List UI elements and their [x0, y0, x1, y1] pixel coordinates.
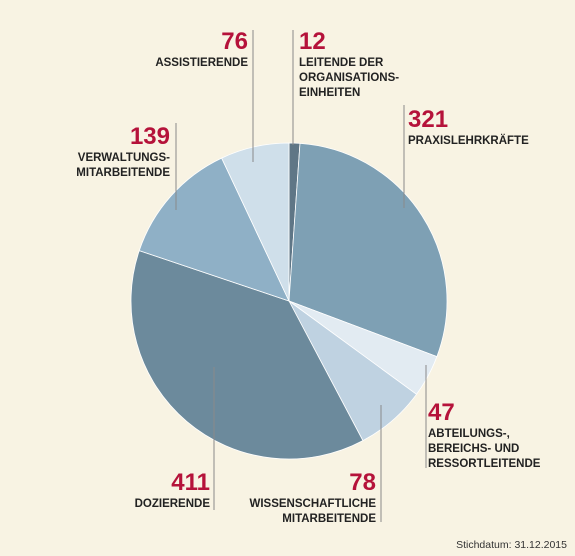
slice-label-2-line-1: BEREICHS- UND [428, 443, 519, 455]
slice-label-4-line-0: DOZIERENDE [135, 498, 211, 510]
reference-date-note: Stichdatum: 31.12.2015 [456, 539, 567, 551]
slice-label-5-line-0: VERWALTUNGS- [78, 152, 170, 164]
slice-label-2-line-2: RESSORTLEITENDE [428, 458, 541, 470]
slice-label-0-line-1: ORGANISATIONS- [299, 72, 399, 84]
slice-value-2: 47 [428, 399, 455, 426]
slice-label-5-line-1: MITARBEITENDE [76, 167, 170, 179]
slice-label-3-line-1: MITARBEITENDE [282, 513, 376, 525]
pie-slice-4 [130, 250, 364, 460]
slice-label-2-line-0: ABTEILUNGS-, [428, 428, 510, 440]
slice-value-5: 139 [130, 123, 170, 150]
slice-value-4: 411 [171, 469, 210, 496]
slice-value-6: 76 [221, 28, 248, 55]
slice-value-3: 78 [349, 469, 376, 496]
pie-slice-1 [288, 142, 448, 358]
pie-slice-6 [221, 142, 290, 302]
slice-value-0: 12 [299, 28, 326, 55]
slice-label-3-line-0: WISSENSCHAFTLICHE [250, 498, 377, 510]
slice-label-0-line-0: LEITENDE DER [299, 57, 384, 69]
slice-value-1: 321 [408, 106, 448, 133]
slice-label-1-line-0: PRAXISLEHRKRÄFTE [408, 134, 529, 147]
pie-slices [130, 142, 448, 460]
pie-labels: 12 LEITENDE DER ORGANISATIONS- EINHEITEN 321… [76, 28, 540, 525]
pie-slice-5 [138, 157, 290, 302]
slice-label-6-line-0: ASSISTIERENDE [155, 57, 248, 69]
slice-label-0-line-2: EINHEITEN [299, 87, 360, 99]
